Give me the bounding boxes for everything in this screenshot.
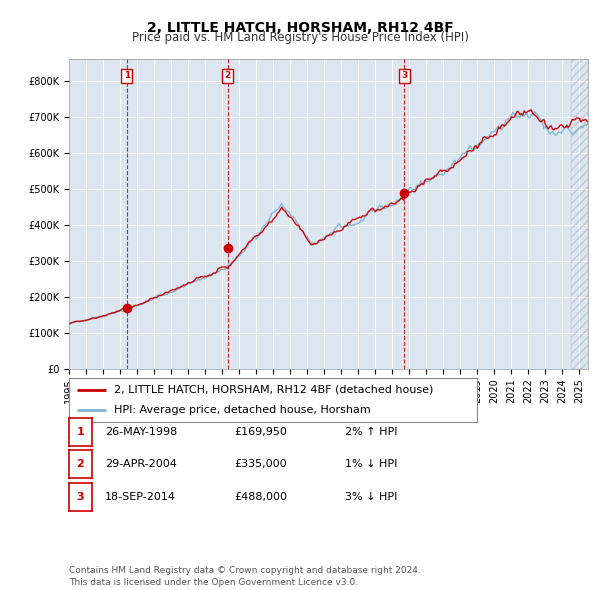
Text: 2: 2 (77, 460, 84, 469)
Text: 1% ↓ HPI: 1% ↓ HPI (345, 460, 397, 469)
Text: £169,950: £169,950 (234, 427, 287, 437)
Text: HPI: Average price, detached house, Horsham: HPI: Average price, detached house, Hors… (114, 405, 371, 415)
Text: 1: 1 (124, 71, 130, 80)
Text: 29-APR-2004: 29-APR-2004 (105, 460, 177, 469)
Text: 3: 3 (77, 492, 84, 502)
Text: £488,000: £488,000 (234, 492, 287, 502)
Text: 26-MAY-1998: 26-MAY-1998 (105, 427, 177, 437)
Text: £335,000: £335,000 (234, 460, 287, 469)
Text: 3: 3 (401, 71, 407, 80)
Text: Price paid vs. HM Land Registry's House Price Index (HPI): Price paid vs. HM Land Registry's House … (131, 31, 469, 44)
Bar (571, 59, 588, 369)
Text: 2: 2 (224, 71, 231, 80)
Text: 3% ↓ HPI: 3% ↓ HPI (345, 492, 397, 502)
Text: 2, LITTLE HATCH, HORSHAM, RH12 4BF: 2, LITTLE HATCH, HORSHAM, RH12 4BF (146, 21, 454, 35)
Text: 1: 1 (77, 427, 84, 437)
Text: 2% ↑ HPI: 2% ↑ HPI (345, 427, 398, 437)
Text: 18-SEP-2014: 18-SEP-2014 (105, 492, 176, 502)
Text: 2, LITTLE HATCH, HORSHAM, RH12 4BF (detached house): 2, LITTLE HATCH, HORSHAM, RH12 4BF (deta… (114, 385, 433, 395)
Text: Contains HM Land Registry data © Crown copyright and database right 2024.
This d: Contains HM Land Registry data © Crown c… (69, 566, 421, 587)
